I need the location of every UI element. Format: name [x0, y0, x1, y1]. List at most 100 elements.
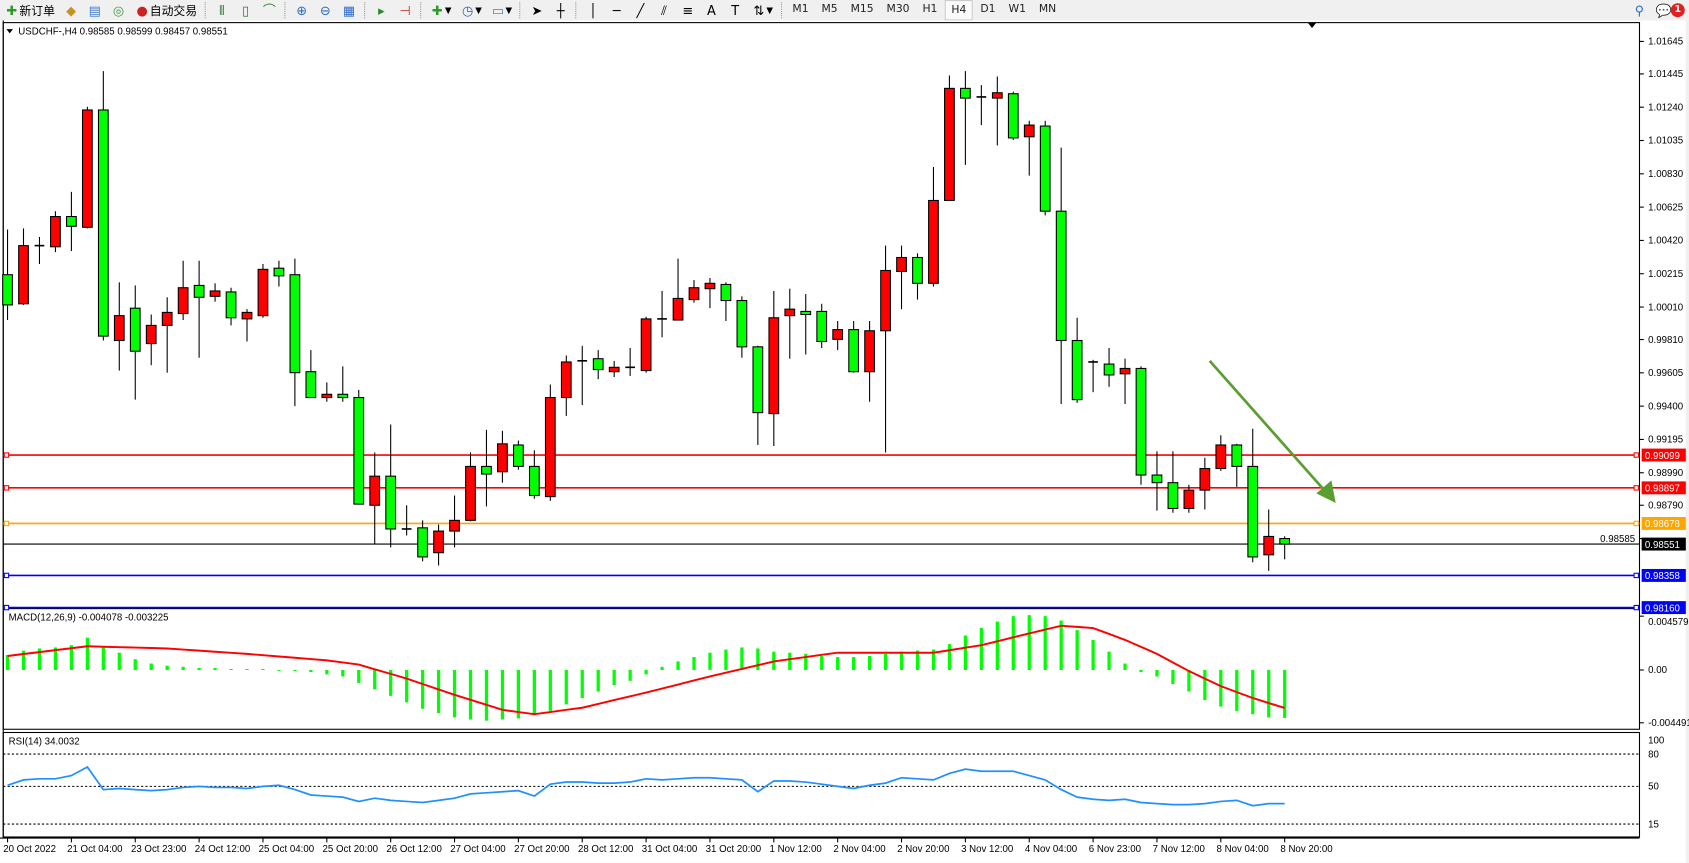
candle[interactable]: [528, 450, 540, 499]
line-anchor-handle[interactable]: [1633, 572, 1639, 579]
candle[interactable]: [784, 288, 796, 359]
candle[interactable]: [912, 253, 923, 300]
crosshair-button[interactable]: ┼: [550, 1, 572, 19]
candle[interactable]: [209, 283, 221, 302]
candle[interactable]: [1167, 451, 1179, 513]
candle[interactable]: [1007, 91, 1019, 141]
line-anchor-handle[interactable]: [1633, 485, 1639, 491]
timeframe-m15[interactable]: M15: [850, 3, 874, 16]
candle[interactable]: [976, 85, 987, 126]
candle[interactable]: [81, 106, 93, 229]
market-watch-button[interactable]: ◆: [60, 1, 82, 19]
candle[interactable]: [257, 263, 269, 318]
candle[interactable]: [129, 285, 141, 400]
zoom-in-button[interactable]: ⊕: [291, 1, 313, 19]
candle[interactable]: [832, 321, 844, 351]
line-anchor-handle[interactable]: [3, 452, 10, 458]
candle[interactable]: [145, 314, 157, 366]
horizontal-line-button[interactable]: ─: [606, 1, 628, 19]
timeframe-m30[interactable]: M30: [886, 3, 910, 16]
candle[interactable]: [2, 229, 13, 321]
candle[interactable]: [97, 71, 109, 341]
candle[interactable]: [417, 520, 428, 562]
candle[interactable]: [497, 430, 508, 483]
chart-shift-button[interactable]: ⊣: [394, 1, 416, 19]
chart-shift-marker-icon[interactable]: [1307, 22, 1317, 29]
new-order-button[interactable]: ✚ 新订单: [1, 1, 58, 19]
candle[interactable]: [1071, 317, 1083, 403]
candle[interactable]: [991, 76, 1003, 146]
candle[interactable]: [1151, 451, 1163, 511]
line-anchor-handle[interactable]: [3, 604, 10, 611]
candle[interactable]: [577, 345, 588, 406]
candle[interactable]: [18, 228, 29, 305]
indicators-button[interactable]: ✚ ▼: [427, 1, 455, 19]
candle[interactable]: [928, 166, 939, 287]
candle[interactable]: [944, 75, 955, 201]
fibonacci-button[interactable]: ≡: [677, 1, 699, 19]
trendline-button[interactable]: ╱: [630, 1, 652, 19]
timeframe-m5[interactable]: M5: [821, 3, 838, 16]
templates-button[interactable]: ▭ ▼: [487, 1, 515, 19]
candle[interactable]: [161, 297, 173, 373]
vertical-line-button[interactable]: │: [582, 1, 604, 19]
candle[interactable]: [1279, 536, 1291, 560]
navigator-button[interactable]: ▤: [84, 1, 106, 19]
search-button[interactable]: ⚲: [1629, 1, 1651, 19]
candle[interactable]: [816, 303, 828, 348]
candle[interactable]: [353, 389, 365, 505]
candle[interactable]: [720, 282, 732, 322]
line-anchor-handle[interactable]: [1633, 604, 1639, 611]
tile-windows-button[interactable]: ▦: [338, 1, 360, 19]
candlestick-button[interactable]: ▯: [235, 1, 257, 19]
candle[interactable]: [481, 429, 492, 507]
timeframe-h1[interactable]: H1: [922, 3, 938, 16]
candle[interactable]: [513, 440, 524, 470]
candle[interactable]: [66, 191, 77, 251]
candle[interactable]: [193, 260, 205, 358]
candle[interactable]: [1135, 366, 1147, 485]
candle[interactable]: [544, 384, 556, 501]
timeframe-w1[interactable]: W1: [1008, 3, 1026, 16]
macd-panel[interactable]: MACD(12,26,9) -0.004078 -0.003225: [5, 612, 1287, 721]
candle[interactable]: [848, 321, 860, 373]
candle[interactable]: [592, 350, 604, 380]
candle[interactable]: [34, 237, 45, 264]
bar-chart-button[interactable]: ⫴: [211, 1, 233, 19]
line-anchor-handle[interactable]: [3, 485, 10, 491]
candle[interactable]: [560, 355, 572, 416]
candle[interactable]: [50, 211, 61, 253]
zoom-out-button[interactable]: ⊖: [315, 1, 337, 19]
candle[interactable]: [657, 290, 667, 338]
candle[interactable]: [864, 321, 875, 402]
equidistant-channel-button[interactable]: ⫽: [653, 1, 675, 19]
text-button[interactable]: A: [701, 1, 723, 19]
chart-window[interactable]: MACD(12,26,9) -0.004078 -0.003225 RSI(14…: [0, 20, 1689, 863]
timeframe-mn[interactable]: MN: [1038, 3, 1057, 16]
candle[interactable]: [768, 290, 780, 446]
candle[interactable]: [1263, 509, 1275, 571]
candle[interactable]: [880, 245, 891, 453]
candle[interactable]: [896, 245, 907, 310]
candle[interactable]: [465, 452, 476, 522]
line-anchor-handle[interactable]: [1633, 452, 1639, 458]
notifications-button[interactable]: 💬 1: [1652, 1, 1688, 19]
timeframe-m1[interactable]: M1: [792, 3, 809, 16]
rsi-panel[interactable]: RSI(14) 34.0032: [3, 736, 1640, 825]
candle[interactable]: [401, 505, 412, 536]
candle[interactable]: [1055, 147, 1067, 405]
candle[interactable]: [241, 309, 253, 342]
line-chart-button[interactable]: ⌒: [259, 1, 281, 19]
line-anchor-handle[interactable]: [3, 520, 10, 527]
trend-arrow[interactable]: [1208, 359, 1336, 504]
candle[interactable]: [672, 258, 684, 321]
candle[interactable]: [113, 282, 125, 371]
candle[interactable]: [433, 524, 444, 566]
auto-trading-button[interactable]: ● 自动交易: [131, 1, 200, 19]
candle[interactable]: [736, 296, 748, 358]
candle[interactable]: [1247, 428, 1259, 563]
timeframe-h4[interactable]: H4: [944, 0, 973, 21]
candle[interactable]: [640, 316, 652, 373]
candle[interactable]: [1231, 443, 1243, 487]
candle[interactable]: [321, 382, 333, 402]
